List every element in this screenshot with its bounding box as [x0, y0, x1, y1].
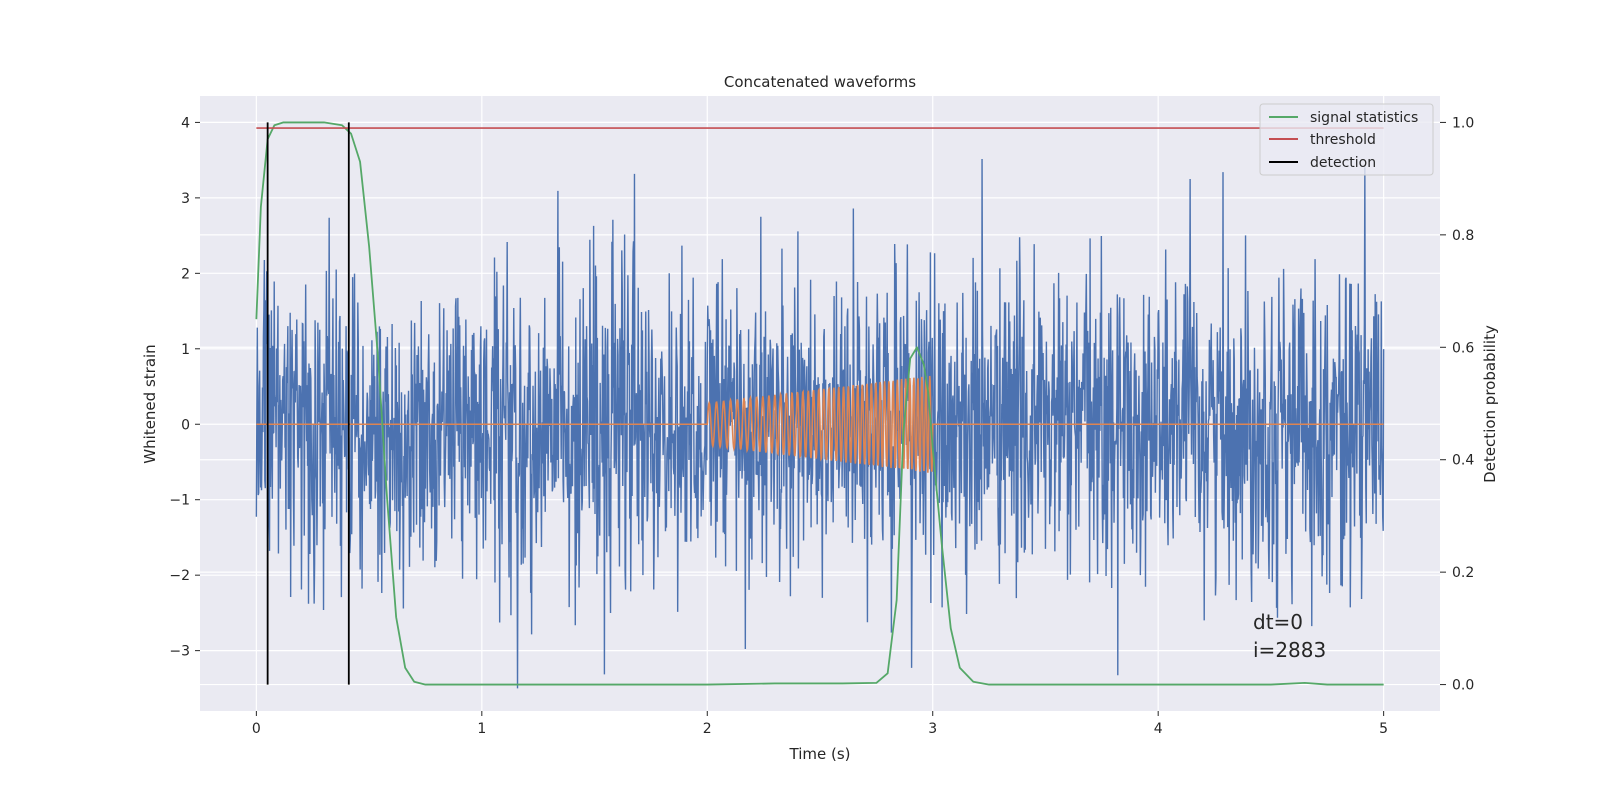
y-tick-label: 1 — [181, 342, 190, 358]
x-tick-label: 0 — [252, 721, 261, 737]
legend-label-detection: detection — [1310, 155, 1376, 171]
y-tick-label: −3 — [169, 644, 190, 660]
legend: signal statistics threshold detection — [1259, 103, 1434, 176]
y-tick-label: 2 — [181, 266, 190, 282]
series-whitened-strain — [255, 158, 1385, 689]
series-chirp-template — [256, 375, 1384, 473]
plot-layer — [255, 121, 1385, 689]
y2-tick-label: 0.8 — [1452, 228, 1474, 244]
series-signal-statistics — [255, 121, 1384, 686]
x-axis-label: Time (s) — [789, 745, 851, 763]
x-tick-label: 2 — [703, 721, 712, 737]
annotation: dt=0 i=2883 — [1253, 610, 1326, 662]
y-tick-label: −1 — [169, 493, 190, 509]
axis-ticks: 0 1 2 3 4 5 −3 −2 −1 0 1 2 3 4 0.0 0.2 0.4 0.6 0.8 1.0 — [169, 115, 1474, 737]
y2-tick-label: 0.6 — [1452, 340, 1474, 356]
x-tick-label: 5 — [1379, 721, 1388, 737]
annotation-index: i=2883 — [1253, 638, 1326, 662]
annotation-dt: dt=0 — [1253, 610, 1303, 634]
legend-label-threshold: threshold — [1310, 132, 1376, 148]
y-axis-label: Whitened strain — [141, 344, 159, 463]
y2-tick-label: 0.0 — [1452, 678, 1474, 694]
y2-tick-label: 1.0 — [1452, 115, 1474, 131]
y2-tick-label: 0.2 — [1452, 565, 1474, 581]
x-tick-label: 1 — [477, 721, 486, 737]
y-tick-label: 3 — [181, 191, 190, 207]
legend-label-signal-statistics: signal statistics — [1310, 110, 1418, 126]
x-tick-label: 3 — [928, 721, 937, 737]
y-tick-label: 0 — [181, 417, 190, 433]
x-tick-label: 4 — [1154, 721, 1163, 737]
legend-box — [1259, 103, 1434, 176]
y2-tick-label: 0.4 — [1452, 453, 1474, 469]
chart-title: Concatenated waveforms — [724, 73, 916, 91]
y2-axis-label: Detection probability — [1481, 325, 1499, 483]
y-tick-label: −2 — [169, 568, 190, 584]
y-tick-label: 4 — [181, 115, 190, 131]
